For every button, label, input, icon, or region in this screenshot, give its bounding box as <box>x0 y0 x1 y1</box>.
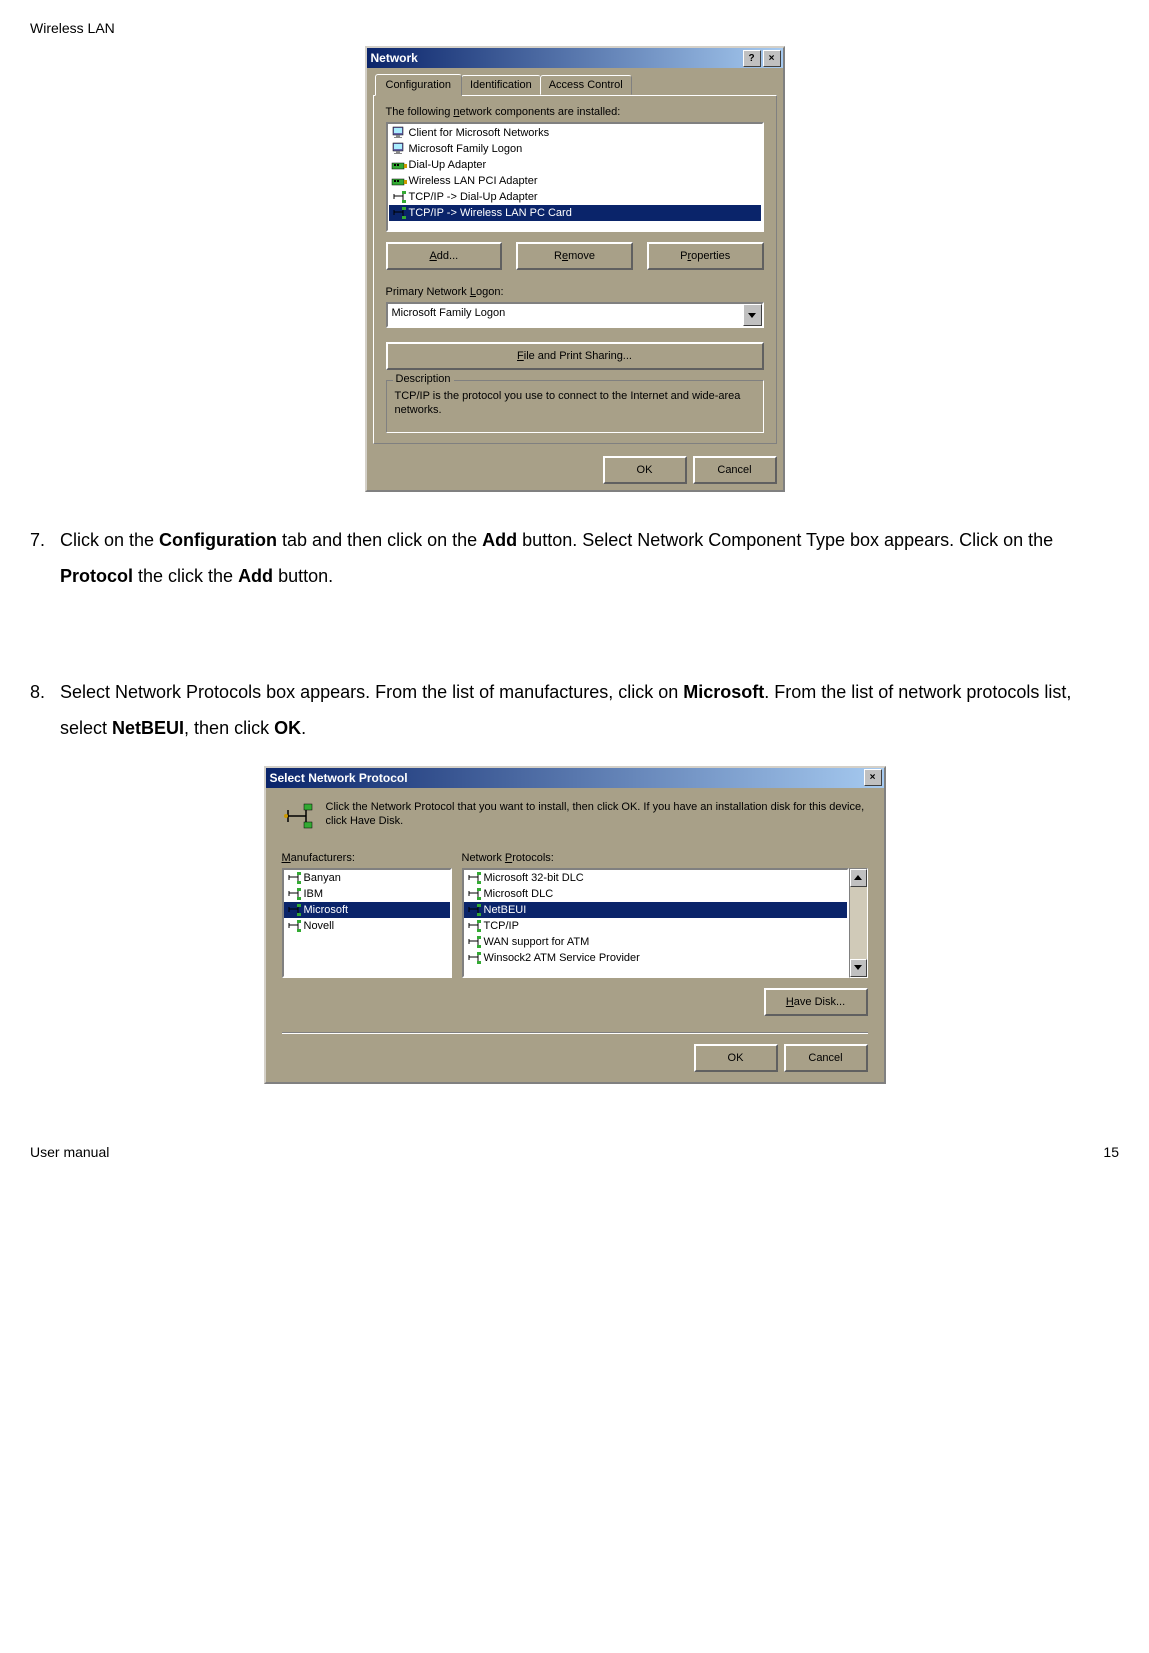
step-8: 8. Select Network Protocols box appears.… <box>30 674 1119 746</box>
description-label: Description <box>393 373 454 385</box>
titlebar: Select Network Protocol × <box>266 768 884 788</box>
logon-combo[interactable]: Microsoft Family Logon <box>386 302 764 328</box>
protocol-icon <box>466 950 482 966</box>
protocol-icon <box>391 205 407 221</box>
remove-button[interactable]: Remove <box>516 242 633 270</box>
close-button[interactable]: × <box>763 50 781 67</box>
titlebar-text: Select Network Protocol <box>270 771 862 785</box>
footer-page: 15 <box>1103 1144 1119 1160</box>
adapter-icon <box>391 173 407 189</box>
select-protocol-dialog: Select Network Protocol × Click the Netw… <box>264 766 886 1084</box>
dropdown-arrow-icon[interactable] <box>743 304 762 326</box>
scrollbar[interactable] <box>849 868 868 978</box>
tab-access-control[interactable]: Access Control <box>540 75 632 95</box>
separator <box>282 1032 868 1034</box>
titlebar-text: Network <box>371 51 741 65</box>
client-icon <box>391 125 407 141</box>
network-dialog: Network ? × Configuration Identification… <box>365 46 785 492</box>
description-group: Description TCP/IP is the protocol you u… <box>386 380 764 433</box>
protocol-icon <box>466 902 482 918</box>
logon-label: Primary Network Logon: <box>386 286 764 298</box>
protocol-icon <box>391 189 407 205</box>
protocol-icon <box>282 800 314 832</box>
components-label: The following network components are ins… <box>386 106 764 118</box>
page-header: Wireless LAN <box>30 20 1119 36</box>
protocol-icon <box>286 918 302 934</box>
protocol-icon <box>286 902 302 918</box>
step-number: 8. <box>30 674 60 746</box>
protocol-icon <box>286 870 302 886</box>
protocol-icon <box>286 886 302 902</box>
file-print-sharing-button[interactable]: File and Print Sharing... <box>386 342 764 370</box>
have-disk-button[interactable]: Have Disk... <box>764 988 868 1016</box>
properties-button[interactable]: Properties <box>647 242 764 270</box>
ok-button[interactable]: OK <box>603 456 687 484</box>
logon-value: Microsoft Family Logon <box>388 304 743 326</box>
tab-configuration[interactable]: Configuration <box>375 74 462 96</box>
config-panel: The following network components are ins… <box>373 95 777 444</box>
titlebar: Network ? × <box>367 48 783 68</box>
cancel-button[interactable]: Cancel <box>693 456 777 484</box>
cancel-button[interactable]: Cancel <box>784 1044 868 1072</box>
close-button[interactable]: × <box>864 769 882 786</box>
manufacturers-label: Manufacturers: <box>282 852 452 864</box>
protocol-icon <box>466 870 482 886</box>
protocol-icon <box>466 934 482 950</box>
components-listbox[interactable]: Client for Microsoft Networks Microsoft … <box>386 122 764 232</box>
help-button[interactable]: ? <box>743 50 761 67</box>
manufacturers-listbox[interactable]: Banyan IBM Microsoft Novell <box>282 868 452 978</box>
tab-identification[interactable]: Identification <box>461 75 541 95</box>
protocols-listbox[interactable]: Microsoft 32-bit DLC Microsoft DLC NetBE… <box>462 868 849 978</box>
adapter-icon <box>391 157 407 173</box>
scroll-down-button[interactable] <box>850 959 867 977</box>
step-text: Click on the Configuration tab and then … <box>60 522 1119 594</box>
footer-left: User manual <box>30 1144 109 1160</box>
protocol-icon <box>466 918 482 934</box>
ok-button[interactable]: OK <box>694 1044 778 1072</box>
step-text: Select Network Protocols box appears. Fr… <box>60 674 1119 746</box>
protocol-icon <box>466 886 482 902</box>
step-number: 7. <box>30 522 60 594</box>
add-button[interactable]: Add... <box>386 242 503 270</box>
protocols-label: Network Protocols: <box>462 852 868 864</box>
tab-row: Configuration Identification Access Cont… <box>367 68 783 95</box>
page-footer: User manual 15 <box>30 1144 1119 1160</box>
step-7: 7. Click on the Configuration tab and th… <box>30 522 1119 594</box>
intro-text: Click the Network Protocol that you want… <box>326 800 868 832</box>
client-icon <box>391 141 407 157</box>
description-text: TCP/IP is the protocol you use to connec… <box>395 389 755 418</box>
scroll-up-button[interactable] <box>850 869 867 887</box>
